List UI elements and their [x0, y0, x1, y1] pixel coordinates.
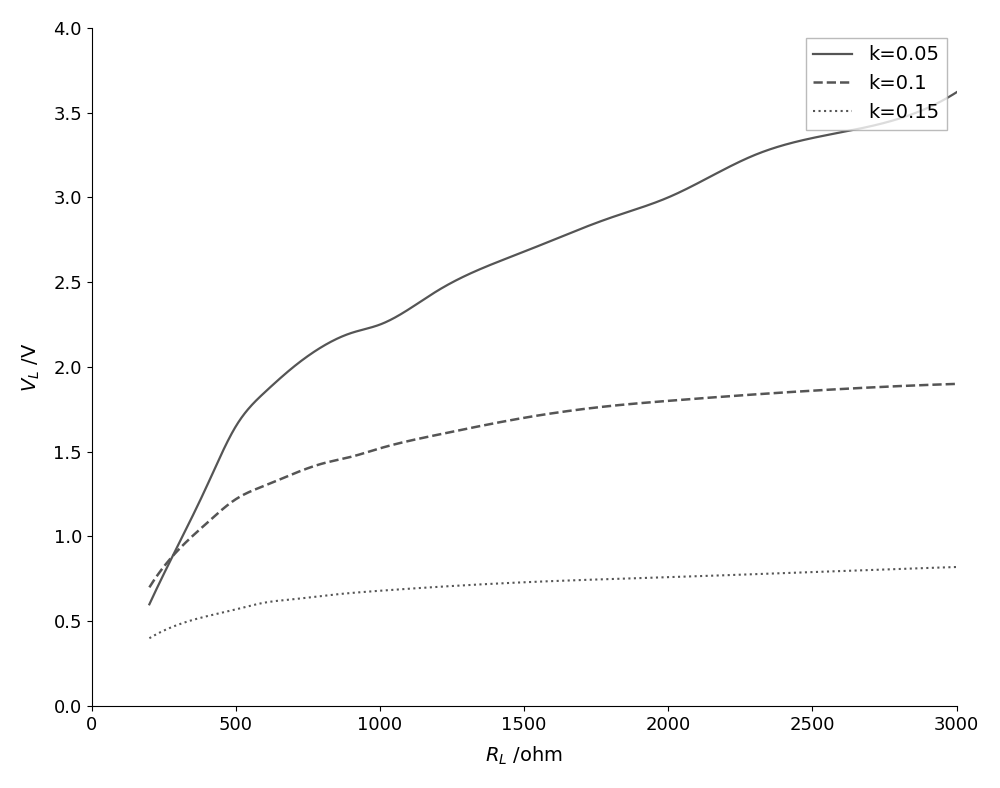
k=0.15 [698, 571, 710, 581]
k=0.15 [787, 568, 799, 578]
k=0.1 [698, 393, 710, 403]
Y-axis label: $V_L$ /V: $V_L$ /V [21, 342, 42, 392]
k=0.05 [698, 176, 710, 185]
k=0.15 [470, 580, 482, 589]
k=0.1 [226, 497, 238, 507]
Line: k=0.15: k=0.15 [149, 567, 957, 638]
k=0.1 [787, 387, 799, 396]
k=0.1 [773, 388, 785, 397]
Line: k=0.1: k=0.1 [149, 384, 957, 587]
k=0.15 [226, 606, 238, 615]
k=0.1 [143, 582, 155, 592]
k=0.15 [499, 578, 511, 588]
k=0.15 [773, 569, 785, 578]
k=0.05 [226, 429, 238, 438]
k=0.15 [143, 634, 155, 643]
k=0.05 [499, 255, 511, 264]
k=0.05 [470, 266, 482, 276]
X-axis label: $R_L$ /ohm: $R_L$ /ohm [485, 745, 563, 768]
k=0.15 [951, 563, 963, 572]
k=0.05 [143, 600, 155, 609]
k=0.1 [499, 417, 511, 426]
k=0.05 [787, 138, 799, 147]
k=0.05 [951, 87, 963, 97]
Line: k=0.05: k=0.05 [149, 92, 957, 604]
k=0.05 [773, 142, 785, 151]
Legend: k=0.05, k=0.1, k=0.15: k=0.05, k=0.1, k=0.15 [806, 38, 947, 129]
k=0.1 [951, 379, 963, 388]
k=0.1 [470, 422, 482, 432]
